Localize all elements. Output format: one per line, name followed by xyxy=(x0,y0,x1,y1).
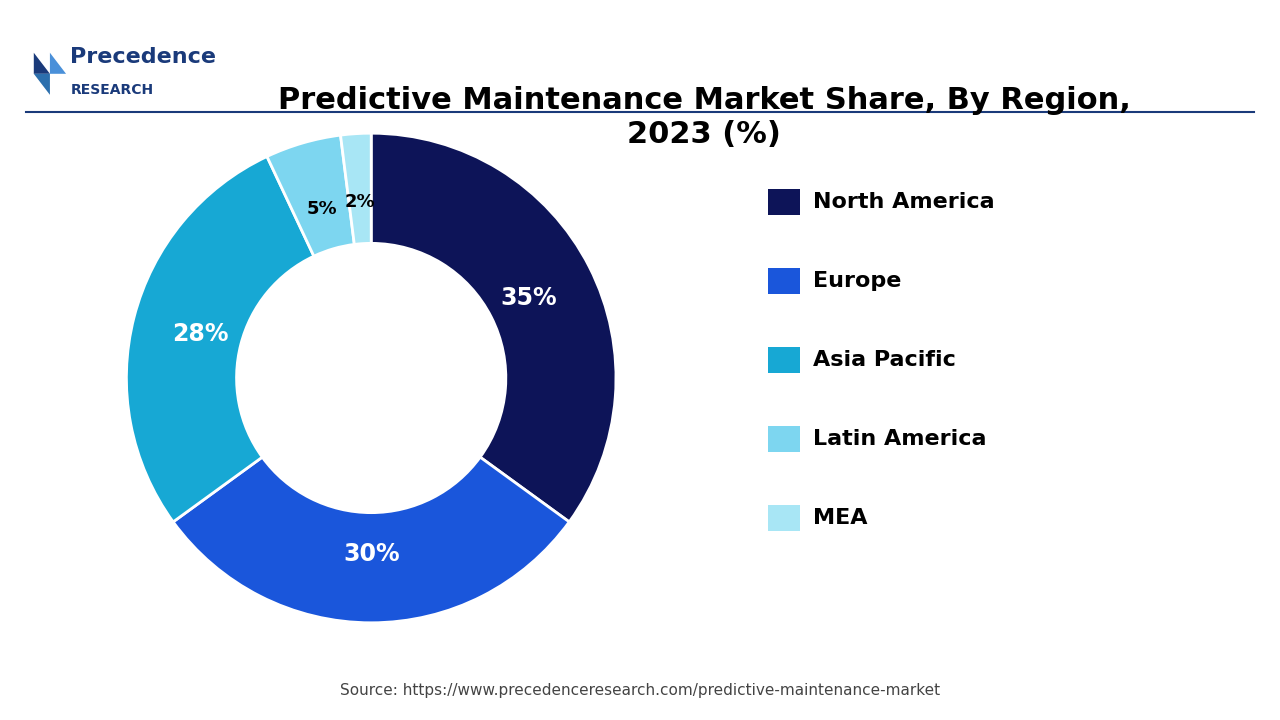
Polygon shape xyxy=(50,53,67,74)
Wedge shape xyxy=(371,133,616,522)
Text: 35%: 35% xyxy=(500,286,557,310)
Text: North America: North America xyxy=(813,192,995,212)
Text: Source: https://www.precedenceresearch.com/predictive-maintenance-market: Source: https://www.precedenceresearch.c… xyxy=(340,683,940,698)
Polygon shape xyxy=(33,53,50,74)
Polygon shape xyxy=(33,74,50,95)
Wedge shape xyxy=(268,135,355,256)
Text: Precedence: Precedence xyxy=(70,47,216,67)
Wedge shape xyxy=(173,457,570,623)
Text: Asia Pacific: Asia Pacific xyxy=(813,350,956,370)
Text: 28%: 28% xyxy=(173,322,229,346)
Text: MEA: MEA xyxy=(813,508,868,528)
Wedge shape xyxy=(340,133,371,244)
Text: 30%: 30% xyxy=(343,542,399,566)
Text: Europe: Europe xyxy=(813,271,901,291)
Text: Latin America: Latin America xyxy=(813,429,987,449)
Text: Predictive Maintenance Market Share, By Region,
2023 (%): Predictive Maintenance Market Share, By … xyxy=(278,86,1130,149)
Text: 5%: 5% xyxy=(307,199,338,217)
Text: RESEARCH: RESEARCH xyxy=(70,83,154,96)
Wedge shape xyxy=(127,156,314,522)
Text: 2%: 2% xyxy=(344,193,375,211)
